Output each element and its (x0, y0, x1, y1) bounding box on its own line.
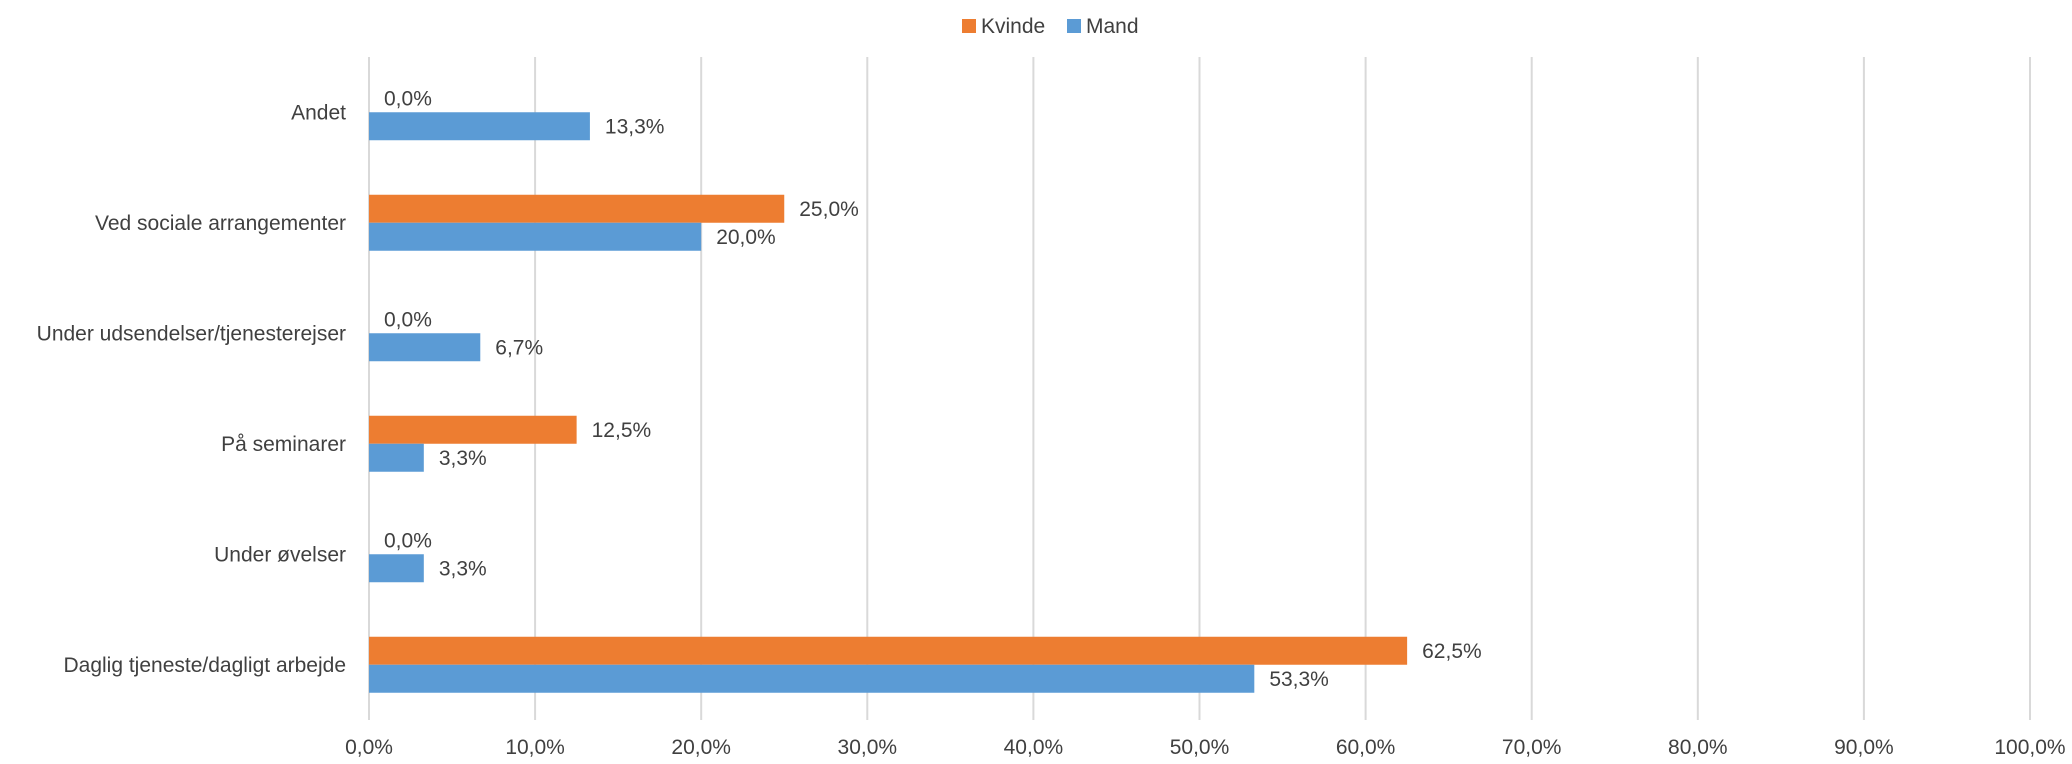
data-label-kvinde: 62,5% (1422, 640, 1482, 663)
legend-swatch-mand (1067, 19, 1081, 33)
data-label-kvinde: 0,0% (384, 87, 432, 110)
category-label: Ved sociale arrangementer (95, 212, 346, 235)
data-labels: 0,0% 13,3% 25,0% 20,0% 0,0% 6,7% 12,5% 3,3% 0,0%… (384, 87, 1482, 691)
x-tick-label: 70,0% (1502, 736, 1562, 759)
data-label-kvinde: 25,0% (799, 198, 859, 221)
x-tick-label: 40,0% (1004, 736, 1064, 759)
bar-kvinde (369, 415, 577, 444)
x-tick-label: 80,0% (1668, 736, 1728, 759)
data-label-mand: 3,3% (439, 447, 487, 470)
legend-swatch-kvinde (962, 19, 976, 33)
x-tick-label: 10,0% (505, 736, 565, 759)
x-axis-tick-labels: 0,0% 10,0% 20,0% 30,0% 40,0% 50,0% 60,0% 70,0% 8… (345, 736, 2066, 759)
x-tick-label: 50,0% (1170, 736, 1230, 759)
legend-label-kvinde: Kvinde (981, 15, 1045, 38)
x-tick-label: 90,0% (1834, 736, 1894, 759)
x-tick-label: 60,0% (1336, 736, 1396, 759)
data-label-mand: 6,7% (495, 336, 543, 359)
bar-mand (369, 112, 590, 141)
x-tick-label: 30,0% (838, 736, 898, 759)
data-label-mand: 3,3% (439, 557, 487, 580)
bar-mand (369, 443, 424, 472)
x-tick-label: 100,0% (1994, 736, 2065, 759)
category-labels: Andet Ved sociale arrangementer Under udse… (37, 101, 346, 677)
category-label: På seminarer (221, 433, 346, 456)
x-tick-label: 20,0% (671, 736, 731, 759)
bar-kvinde (369, 194, 785, 223)
x-tick-label: 0,0% (345, 736, 393, 759)
category-label: Under øvelser (214, 543, 346, 566)
legend-label-mand: Mand (1086, 15, 1139, 38)
gridlines (368, 57, 2031, 720)
bar-mand (369, 664, 1255, 693)
data-label-kvinde: 0,0% (384, 308, 432, 331)
category-label: Under udsendelser/tjenesterejser (37, 322, 346, 345)
data-label-kvinde: 0,0% (384, 529, 432, 552)
bar-mand (369, 222, 702, 251)
data-label-mand: 13,3% (605, 115, 665, 138)
category-label: Daglig tjeneste/dagligt arbejde (63, 654, 346, 677)
category-label: Andet (291, 101, 346, 124)
bar-mand (369, 333, 481, 362)
data-label-mand: 53,3% (1269, 668, 1329, 691)
legend: Kvinde Mand (962, 15, 1139, 38)
bar-mand (369, 554, 424, 583)
data-label-kvinde: 12,5% (592, 419, 652, 442)
bar-kvinde (369, 636, 1408, 665)
data-label-mand: 20,0% (716, 226, 776, 249)
bars (369, 112, 1408, 693)
